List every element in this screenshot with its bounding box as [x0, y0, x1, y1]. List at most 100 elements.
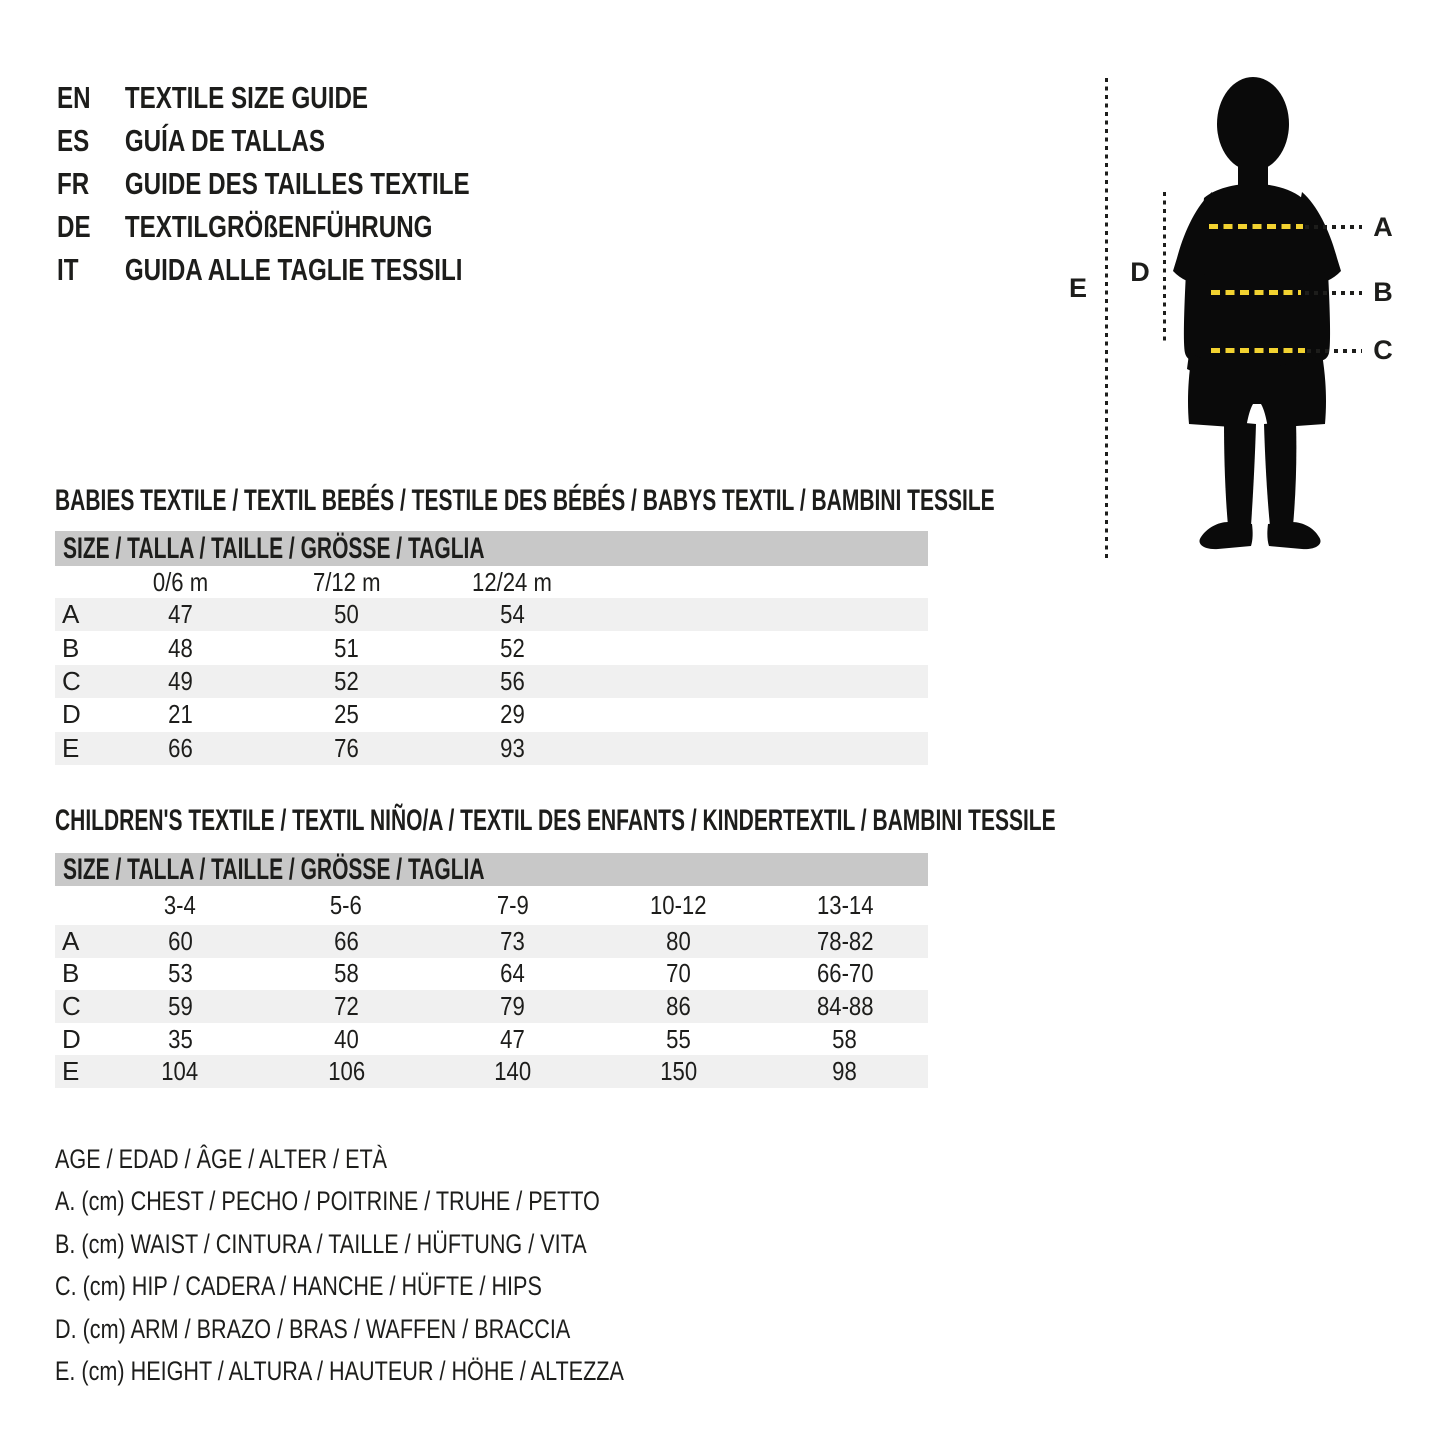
row-label: E [62, 1056, 80, 1087]
legend-age: AGE / EDAD / ÂGE / ALTER / ETÀ [55, 1143, 388, 1174]
figure-label-c: C [1373, 335, 1393, 365]
language-title-list: EN TEXTILE SIZE GUIDE ES GUÍA DE TALLAS … [57, 76, 586, 291]
row-label: B [62, 958, 80, 989]
children-size-table: SIZE / TALLA / TAILLE / GRÖSSE / TAGLIA … [55, 853, 928, 1088]
language-row-it: IT GUIDA ALLE TAGLIE TESSILI [57, 248, 586, 291]
babies-size-header-label: SIZE / TALLA / TAILLE / GRÖSSE / TAGLIA [63, 531, 485, 565]
figure-label-a: A [1373, 212, 1393, 242]
silhouette-left-foot [1199, 522, 1253, 550]
figure-label-d: D [1130, 257, 1150, 287]
row-label: A [62, 925, 80, 956]
cell-value: 56 [500, 665, 525, 696]
language-code: DE [57, 208, 91, 244]
cell-value: 66 [167, 732, 193, 763]
children-section-heading: CHILDREN'S TEXTILE / TEXTIL NIÑO/A / TEX… [55, 804, 1056, 837]
cell-value: 51 [333, 632, 359, 663]
cell-value: 79 [500, 990, 525, 1021]
height-measure-line-E [1105, 78, 1108, 562]
cell-value: 53 [167, 958, 193, 989]
cell-value: 60 [167, 925, 193, 956]
measurement-legend: AGE / EDAD / ÂGE / ALTER / ETÀ A. (cm) C… [55, 1138, 766, 1393]
cell-value: 58 [333, 958, 359, 989]
babies-row-a: A 47 50 54 [55, 598, 928, 632]
legend-arm: D. (cm) ARM / BRAZO / BRAS / WAFFEN / BR… [55, 1313, 571, 1344]
legend-waist: B. (cm) WAIST / CINTURA / TAILLE / HÜFTU… [55, 1228, 587, 1259]
legend-height: E. (cm) HEIGHT / ALTURA / HAUTEUR / HÖHE… [55, 1356, 624, 1387]
cell-value: 59 [167, 990, 193, 1021]
cell-value: 35 [167, 1023, 193, 1054]
silhouette-shorts [1188, 354, 1326, 428]
cell-value: 150 [660, 1056, 698, 1087]
language-code: EN [57, 79, 91, 115]
babies-section-heading: BABIES TEXTILE / TEXTIL BEBÉS / TESTILE … [55, 484, 995, 517]
babies-row-b: B 48 51 52 [55, 631, 928, 664]
babies-size-header-bar: SIZE / TALLA / TAILLE / GRÖSSE / TAGLIA [55, 531, 928, 566]
language-row-en: EN TEXTILE SIZE GUIDE [57, 76, 586, 119]
children-column-header-row: 3-4 5-6 7-9 10-12 13-14 [55, 886, 928, 925]
language-row-es: ES GUÍA DE TALLAS [57, 119, 586, 162]
cell-value: 93 [500, 732, 525, 763]
guide-title-it: GUIDA ALLE TAGLIE TESSILI [124, 251, 463, 287]
silhouette-left-sleeve [1173, 192, 1220, 284]
cell-value: 48 [167, 632, 193, 663]
cell-value: 86 [666, 990, 691, 1021]
guide-title-de: TEXTILGRÖßENFÜHRUNG [124, 208, 433, 244]
row-label: C [62, 665, 81, 696]
babies-column-header-row: 0/6 m 7/12 m 12/24 m [55, 566, 928, 598]
hip-measure-dash-C [1211, 348, 1305, 353]
figure-label-b: B [1373, 277, 1393, 307]
cell-value: 25 [333, 699, 359, 730]
column-header-3-4: 3-4 [164, 890, 197, 920]
child-silhouette [1173, 77, 1341, 550]
cell-value: 84-88 [816, 990, 874, 1021]
cell-value: 55 [666, 1023, 691, 1054]
silhouette-neck [1238, 162, 1268, 188]
arm-measure-line-D [1163, 192, 1166, 342]
cell-value: 73 [500, 925, 525, 956]
row-label: B [62, 632, 80, 663]
row-label: E [62, 732, 80, 763]
row-label: A [62, 599, 80, 630]
cell-value: 21 [167, 699, 193, 730]
language-row-fr: FR GUIDE DES TAILLES TEXTILE [57, 162, 586, 205]
cell-value: 66-70 [816, 958, 874, 989]
hip-pointer-line-C [1307, 349, 1362, 353]
column-header-5-6: 5-6 [330, 890, 363, 920]
column-header-0-6m: 0/6 m [152, 566, 208, 597]
cell-value: 78-82 [816, 925, 874, 956]
legend-chest: A. (cm) CHEST / PECHO / POITRINE / TRUHE… [55, 1186, 600, 1217]
children-row-e: E 104 106 140 150 98 [55, 1055, 928, 1088]
chest-measure-dash-A [1209, 224, 1303, 229]
language-code: ES [57, 122, 90, 158]
guide-title-fr: GUIDE DES TAILLES TEXTILE [124, 165, 470, 201]
column-header-10-12: 10-12 [650, 890, 707, 920]
silhouette-right-arm [1306, 272, 1331, 361]
silhouette-head [1217, 77, 1289, 171]
cell-value: 47 [500, 1023, 525, 1054]
cell-value: 54 [500, 599, 525, 630]
cell-value: 64 [500, 958, 525, 989]
cell-value: 72 [333, 990, 359, 1021]
column-header-7-9: 7-9 [496, 890, 529, 920]
cell-value: 52 [500, 632, 525, 663]
cell-value: 98 [832, 1056, 858, 1087]
figure-label-e: E [1068, 273, 1087, 303]
language-row-de: DE TEXTILGRÖßENFÜHRUNG [57, 205, 586, 248]
waist-measure-dash-B [1211, 290, 1301, 295]
cell-value: 58 [832, 1023, 858, 1054]
guide-title-es: GUÍA DE TALLAS [124, 122, 326, 158]
cell-value: 106 [327, 1056, 365, 1087]
guide-title-en: TEXTILE SIZE GUIDE [124, 79, 369, 115]
silhouette-left-leg [1224, 421, 1256, 526]
column-header-13-14: 13-14 [816, 890, 874, 920]
cell-value: 49 [167, 665, 193, 696]
cell-value: 70 [666, 958, 691, 989]
language-code: FR [57, 165, 90, 201]
waist-pointer-line-B [1305, 291, 1362, 295]
children-row-b: B 53 58 64 70 66-70 [55, 958, 928, 991]
language-code: IT [57, 251, 79, 287]
children-row-a: A 60 66 73 80 78-82 [55, 925, 928, 958]
cell-value: 40 [333, 1023, 359, 1054]
children-row-d: D 35 40 47 55 58 [55, 1023, 928, 1056]
